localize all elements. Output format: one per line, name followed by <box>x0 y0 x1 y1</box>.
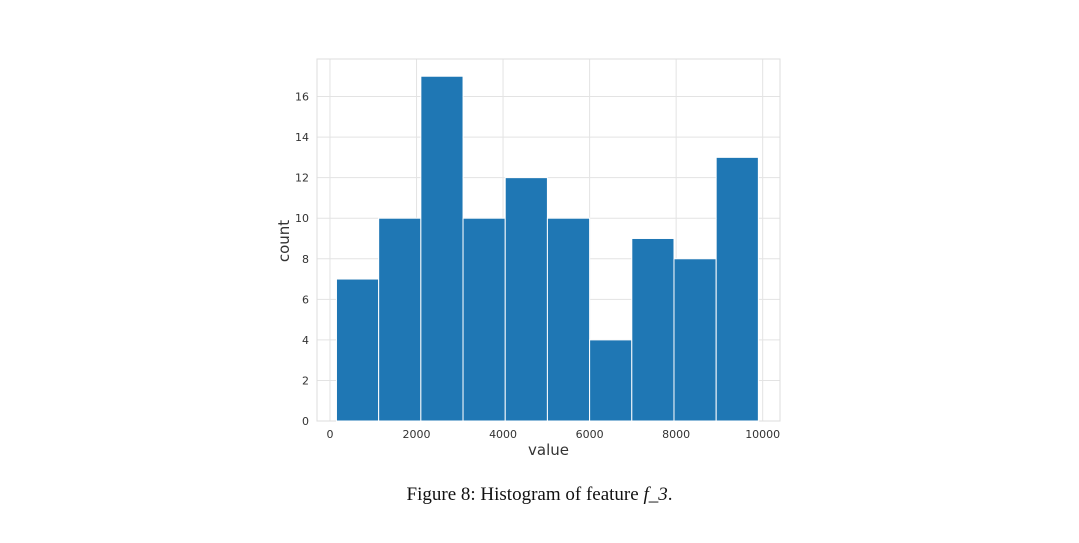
x-tick-label: 0 <box>326 428 333 441</box>
y-tick-label: 2 <box>302 374 309 387</box>
y-tick-labels: 0 2 4 6 8 10 12 14 16 <box>295 91 309 428</box>
y-tick-label: 0 <box>302 415 309 428</box>
x-tick-labels: 0 2000 4000 6000 8000 10000 <box>326 428 780 441</box>
y-tick-label: 14 <box>295 131 309 144</box>
x-tick-label: 8000 <box>662 428 690 441</box>
histogram-chart: 0 2000 4000 6000 8000 10000 0 2 4 6 8 10 12 14 16 val… <box>275 58 781 459</box>
y-tick-label: 10 <box>295 212 309 225</box>
figure-caption: Figure 8: Histogram of feature f_3. <box>0 484 1079 506</box>
histogram-bar <box>335 278 380 422</box>
y-tick-label: 12 <box>295 172 309 185</box>
histogram-bar <box>420 75 464 422</box>
histogram-bars <box>335 75 759 422</box>
x-tick-label: 10000 <box>745 428 780 441</box>
y-tick-label: 8 <box>302 253 309 266</box>
histogram-bar <box>504 177 548 422</box>
x-tick-label: 4000 <box>489 428 517 441</box>
histogram-bar <box>715 156 759 422</box>
y-tick-label: 4 <box>302 334 309 347</box>
y-tick-label: 6 <box>302 293 309 306</box>
histogram-bar <box>378 217 422 422</box>
caption-prefix: Figure 8: Histogram of feature <box>406 484 644 505</box>
histogram-bar <box>546 217 591 422</box>
x-tick-label: 6000 <box>576 428 604 441</box>
histogram-bar <box>673 258 717 422</box>
caption-suffix: . <box>667 484 673 505</box>
histogram-bar <box>631 237 675 422</box>
y-axis-label: count <box>275 220 293 262</box>
y-tick-label: 16 <box>295 91 309 104</box>
histogram-bar <box>589 339 633 422</box>
histogram-bar <box>462 217 506 422</box>
x-axis-label: value <box>528 441 569 459</box>
caption-variable: f_3 <box>643 484 668 505</box>
x-tick-label: 2000 <box>403 428 431 441</box>
